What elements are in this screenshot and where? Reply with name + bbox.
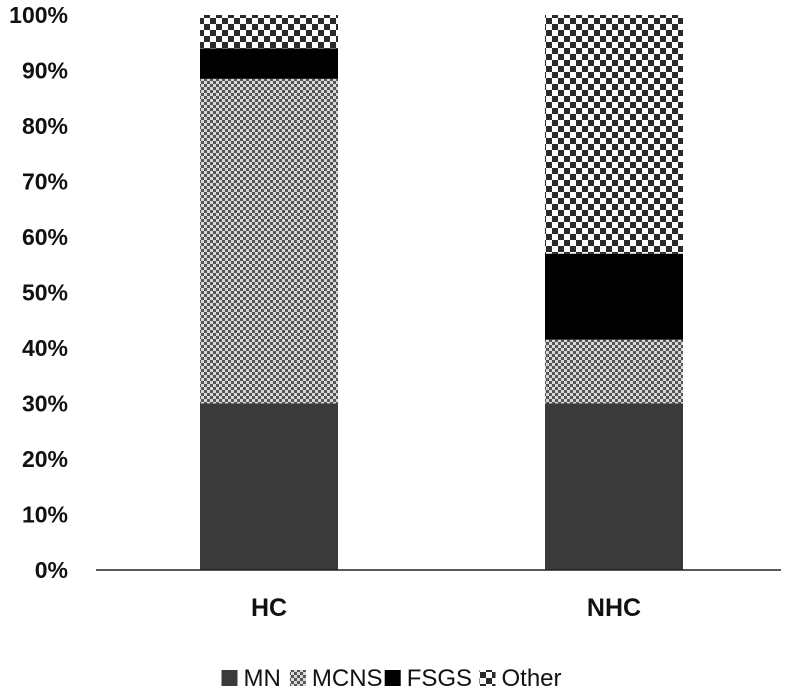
bar-segment-hc-mn — [200, 403, 338, 570]
x-axis-categories: HC NHC — [251, 594, 641, 622]
legend-label: FSGS — [407, 665, 472, 692]
y-tick-label: 50% — [22, 280, 68, 306]
y-tick-label: 20% — [22, 446, 68, 472]
y-axis-ticks: 0% 10% 20% 30% 40% 50% 60% 70% 80% 90% 100% — [9, 2, 68, 583]
bar-segment-nhc-mn — [545, 403, 683, 570]
legend-label: Other — [502, 665, 562, 692]
y-tick-label: 70% — [22, 169, 68, 195]
legend-swatch-other — [479, 670, 496, 686]
bar-segment-nhc-fsgs — [545, 253, 683, 340]
legend-label: MCNS — [312, 665, 383, 692]
legend-swatch-mn — [221, 670, 238, 686]
y-tick-label: 0% — [35, 557, 68, 583]
legend: MN MCNS FSGS Other — [221, 665, 562, 692]
legend-swatch-fsgs — [384, 670, 401, 686]
bar-segment-hc-fsgs — [200, 48, 338, 79]
y-tick-label: 80% — [22, 113, 68, 139]
bars-group — [200, 15, 683, 570]
y-tick-label: 90% — [22, 58, 68, 84]
y-tick-label: 60% — [22, 224, 68, 250]
x-category-label: HC — [251, 594, 287, 622]
y-tick-label: 30% — [22, 391, 68, 417]
x-category-label: NHC — [587, 594, 641, 622]
bar-segment-hc-mcns — [200, 78, 338, 404]
y-tick-label: 40% — [22, 335, 68, 361]
bar-segment-hc-other — [200, 15, 338, 49]
y-tick-label: 10% — [22, 502, 68, 528]
y-tick-label: 100% — [9, 2, 68, 28]
bar-segment-nhc-mcns — [545, 339, 683, 404]
legend-label: MN — [244, 665, 281, 692]
bar-segment-nhc-other — [545, 15, 683, 254]
legend-swatch-mcns — [289, 670, 306, 686]
